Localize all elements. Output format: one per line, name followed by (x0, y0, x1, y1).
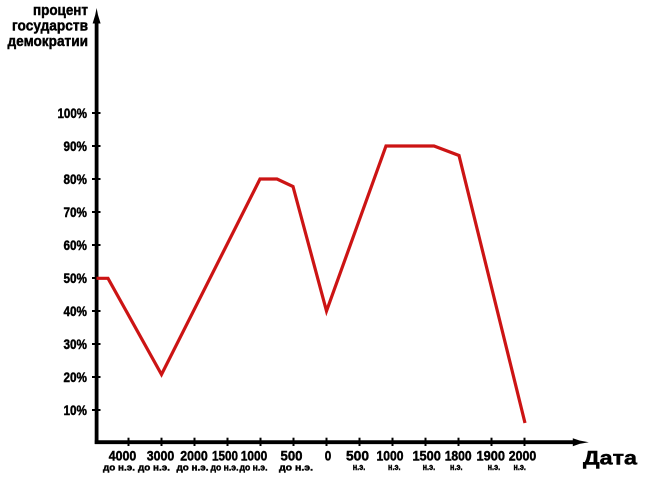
svg-text:до н.э.: до н.э. (279, 463, 313, 474)
svg-text:н.э.: н.э. (423, 462, 436, 473)
svg-text:80%: 80% (64, 171, 88, 187)
svg-text:процент: процент (33, 2, 88, 19)
svg-text:1000: 1000 (377, 448, 404, 464)
svg-text:60%: 60% (64, 237, 88, 253)
svg-text:демократии: демократии (8, 33, 89, 50)
svg-text:до н.э.: до н.э. (240, 463, 268, 474)
svg-text:1000: 1000 (241, 448, 268, 464)
svg-text:50%: 50% (64, 270, 88, 286)
svg-text:2000: 2000 (509, 448, 537, 464)
svg-text:до н.э.: до н.э. (211, 463, 239, 474)
svg-text:до н.э.: до н.э. (177, 463, 209, 474)
svg-text:1500: 1500 (412, 448, 441, 464)
svg-text:до н.э.: до н.э. (103, 463, 135, 474)
svg-text:Дата: Дата (583, 449, 638, 470)
svg-text:н.э.: н.э. (450, 462, 463, 473)
svg-text:до н.э.: до н.э. (138, 463, 170, 474)
svg-text:70%: 70% (64, 204, 88, 220)
svg-text:0: 0 (325, 448, 332, 464)
svg-text:1800: 1800 (445, 448, 472, 464)
svg-text:500: 500 (346, 448, 369, 464)
svg-text:30%: 30% (64, 336, 88, 352)
svg-text:н.э.: н.э. (513, 462, 526, 473)
svg-text:40%: 40% (64, 303, 88, 319)
svg-text:4000: 4000 (109, 448, 137, 464)
svg-text:1900: 1900 (477, 448, 506, 464)
svg-text:90%: 90% (64, 138, 88, 154)
svg-text:н.э.: н.э. (388, 462, 401, 473)
svg-text:н.э.: н.э. (488, 462, 501, 473)
svg-text:10%: 10% (64, 402, 88, 418)
svg-text:государств: государств (12, 18, 88, 35)
svg-text:20%: 20% (64, 369, 88, 385)
svg-text:1500: 1500 (212, 448, 238, 464)
svg-text:100%: 100% (58, 105, 88, 121)
svg-text:3000: 3000 (147, 448, 175, 464)
svg-text:н.э.: н.э. (353, 462, 366, 473)
svg-text:2000: 2000 (180, 448, 208, 464)
svg-text:500: 500 (281, 448, 303, 464)
